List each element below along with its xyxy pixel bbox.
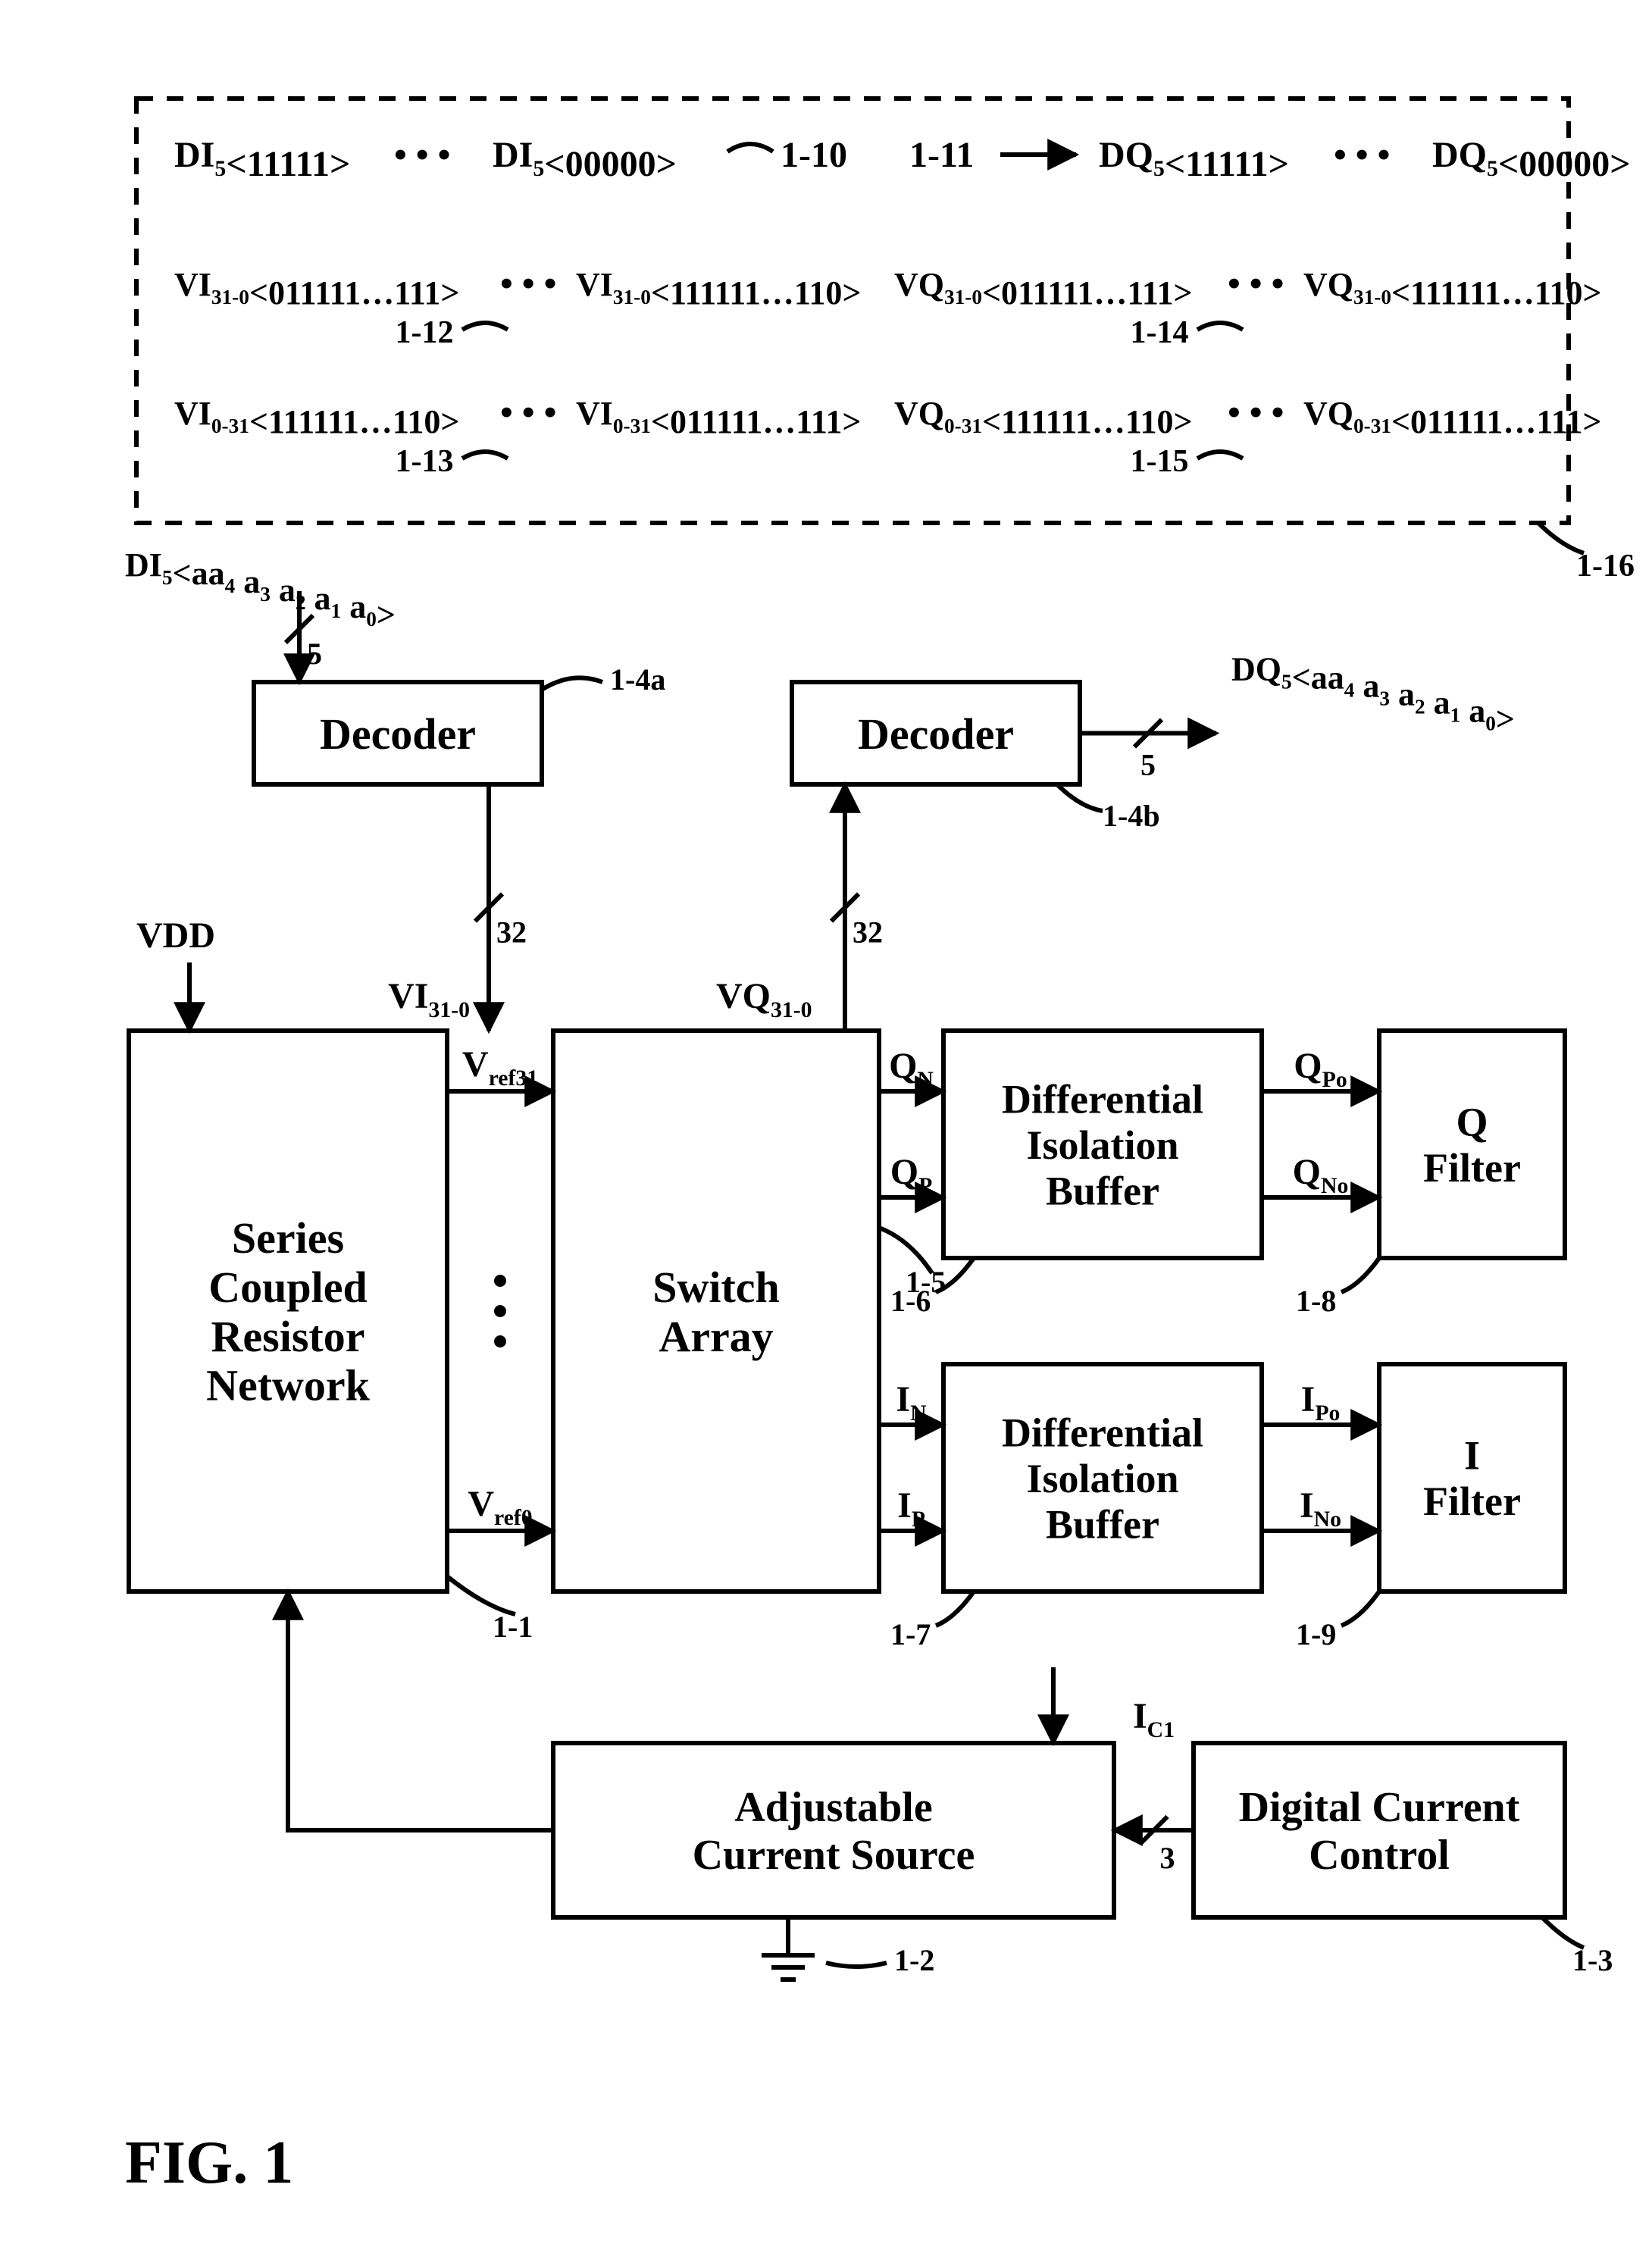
svg-text:Filter: Filter <box>1423 1145 1521 1191</box>
svg-text:• • •: • • • <box>500 264 556 304</box>
svg-text:1-8: 1-8 <box>1296 1284 1336 1318</box>
svg-text:1-16: 1-16 <box>1576 549 1635 584</box>
svg-text:1-4b: 1-4b <box>1103 799 1160 833</box>
svg-text:1-7: 1-7 <box>890 1617 931 1651</box>
svg-text:1-15: 1-15 <box>1131 444 1189 479</box>
svg-text:VQ0-31<111111…110>: VQ0-31<111111…110> <box>894 395 1193 440</box>
svg-text:Isolation: Isolation <box>1026 1456 1178 1501</box>
svg-text:DQ5<00000>: DQ5<00000> <box>1432 135 1631 184</box>
svg-text:Q: Q <box>1456 1100 1488 1145</box>
svg-text:Adjustable: Adjustable <box>734 1784 932 1831</box>
svg-text:Decoder: Decoder <box>320 709 476 759</box>
svg-text:IN: IN <box>896 1379 927 1426</box>
svg-text:• • •: • • • <box>1334 135 1390 175</box>
svg-text:DI5<aa4 a3 a2 a1 a0>: DI5<aa4 a3 a2 a1 a0> <box>125 546 396 634</box>
svg-text:IP: IP <box>897 1485 925 1532</box>
svg-text:• • •: • • • <box>500 393 556 433</box>
svg-text:VQ31-0: VQ31-0 <box>716 976 812 1022</box>
svg-text:1-10: 1-10 <box>781 135 847 175</box>
svg-text:Coupled: Coupled <box>208 1263 368 1312</box>
svg-text:VQ0-31<011111…111>: VQ0-31<011111…111> <box>1303 395 1602 440</box>
svg-text:Differential: Differential <box>1002 1076 1203 1122</box>
svg-text:1-6: 1-6 <box>890 1284 931 1318</box>
svg-text:Switch: Switch <box>652 1263 780 1312</box>
svg-text:QNo: QNo <box>1293 1152 1349 1198</box>
svg-text:Isolation: Isolation <box>1026 1122 1178 1168</box>
svg-text:Filter: Filter <box>1423 1479 1521 1524</box>
svg-text:VI0-31<011111…111>: VI0-31<011111…111> <box>576 395 861 440</box>
svg-text:DQ5<aa4 a3 a2 a1 a0>: DQ5<aa4 a3 a2 a1 a0> <box>1231 651 1515 738</box>
svg-text:3: 3 <box>1160 1841 1175 1875</box>
svg-text:5: 5 <box>1140 748 1156 782</box>
svg-text:INo: INo <box>1300 1485 1341 1532</box>
svg-text:• • •: • • • <box>1228 393 1284 433</box>
svg-text:VI31-0: VI31-0 <box>388 976 470 1022</box>
svg-text:Current Source: Current Source <box>693 1832 975 1879</box>
svg-text:1-1: 1-1 <box>493 1610 533 1644</box>
svg-text:• • •: • • • <box>394 135 450 175</box>
svg-text:Array: Array <box>659 1312 773 1361</box>
svg-text:1-4a: 1-4a <box>610 662 665 696</box>
svg-text:Buffer: Buffer <box>1046 1501 1159 1547</box>
svg-text:Resistor: Resistor <box>211 1312 365 1361</box>
svg-text:VI31-0<111111…110>: VI31-0<111111…110> <box>576 266 861 311</box>
svg-text:DI5<00000>: DI5<00000> <box>493 135 677 184</box>
svg-text:1-12: 1-12 <box>396 315 454 350</box>
svg-text:Series: Series <box>232 1213 344 1263</box>
svg-text:1-2: 1-2 <box>894 1943 934 1977</box>
svg-text:DQ5<11111>: DQ5<11111> <box>1099 135 1289 184</box>
svg-text:Control: Control <box>1309 1832 1450 1879</box>
svg-text:IC1: IC1 <box>1133 1696 1175 1742</box>
svg-text:Vref0: Vref0 <box>468 1484 532 1530</box>
svg-text:VQ31-0<111111…110>: VQ31-0<111111…110> <box>1303 266 1602 311</box>
svg-text:32: 32 <box>496 915 527 950</box>
svg-text:I: I <box>1464 1433 1480 1479</box>
svg-text:Decoder: Decoder <box>858 709 1014 759</box>
svg-text:1-3: 1-3 <box>1572 1943 1613 1977</box>
svg-text:5: 5 <box>307 637 322 671</box>
svg-text:IPo: IPo <box>1301 1379 1341 1426</box>
svg-text:FIG. 1: FIG. 1 <box>125 2130 293 2196</box>
svg-text:Buffer: Buffer <box>1046 1168 1159 1213</box>
svg-text:Network: Network <box>206 1361 371 1410</box>
svg-text:QP: QP <box>890 1152 933 1198</box>
svg-text:• • •: • • • <box>1228 264 1284 304</box>
svg-text:1-13: 1-13 <box>396 444 454 479</box>
svg-text:DI5<11111>: DI5<11111> <box>174 135 350 184</box>
svg-text:1-9: 1-9 <box>1296 1617 1336 1651</box>
svg-text:32: 32 <box>853 915 883 950</box>
svg-text:VI0-31<111111…110>: VI0-31<111111…110> <box>174 395 459 440</box>
svg-text:VDD: VDD <box>136 915 215 956</box>
svg-text:1-14: 1-14 <box>1131 315 1189 350</box>
svg-text:Vref31: Vref31 <box>462 1044 538 1091</box>
svg-text:QPo: QPo <box>1294 1046 1347 1092</box>
svg-text:VQ31-0<011111…111>: VQ31-0<011111…111> <box>894 266 1193 311</box>
svg-text:Differential: Differential <box>1002 1410 1203 1455</box>
svg-text:VI31-0<011111…111>: VI31-0<011111…111> <box>174 266 459 311</box>
svg-text:Digital Current: Digital Current <box>1239 1784 1520 1831</box>
svg-text:1-11: 1-11 <box>909 135 974 175</box>
svg-text:QN: QN <box>889 1046 934 1092</box>
